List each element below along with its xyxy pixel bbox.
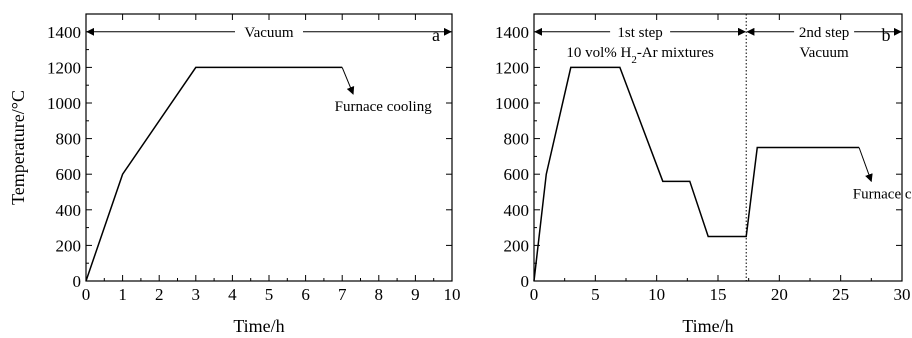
y-tick-label: 800 [504, 130, 530, 149]
y-tick-label: 600 [504, 165, 530, 184]
y-tick-label: 200 [56, 236, 82, 255]
x-tick-label: 0 [530, 285, 539, 304]
cooling-arrow [341, 67, 355, 95]
cooling-arrow [858, 147, 873, 183]
x-tick-label: 5 [591, 285, 600, 304]
y-tick-label: 800 [56, 130, 82, 149]
cooling-label: Furnace cooling [335, 99, 433, 115]
y-tick-label: 1200 [47, 58, 81, 77]
temperature-curve [85, 66, 343, 282]
y-axis-label: Temperature/°C [8, 90, 28, 205]
y-tick-label: 200 [504, 236, 530, 255]
range-label: 2nd step [799, 25, 849, 41]
y-tick-label: 1400 [495, 23, 529, 42]
x-tick-label: 2 [155, 285, 164, 304]
panel-letter: b [882, 25, 891, 45]
range-label: Vacuum [244, 25, 293, 41]
panel-letter: a [432, 25, 440, 45]
x-tick-label: 15 [710, 285, 727, 304]
x-tick-label: 0 [82, 285, 91, 304]
y-tick-label: 0 [73, 272, 82, 291]
range-label: 1st step [617, 25, 662, 41]
x-tick-label: 8 [375, 285, 384, 304]
range-sublabel-part: -Ar mixtures [637, 45, 714, 61]
x-tick-label: 30 [894, 285, 911, 304]
panel-b: 0 5 10 15 20 25 30 0 200 400 600 800 1000 1200 1400 Tim… [495, 13, 912, 336]
x-tick-label: 20 [771, 285, 788, 304]
y-tick-label: 600 [56, 165, 82, 184]
y-tick-label: 1200 [495, 58, 529, 77]
temperature-curve [533, 66, 860, 282]
x-tick-label: 1 [118, 285, 127, 304]
x-axis-label: Time/h [233, 316, 284, 336]
x-tick-label: 6 [301, 285, 310, 304]
y-tick-label: 400 [504, 201, 530, 220]
y-tick-label: 1000 [495, 94, 529, 113]
range-sublabel: Vacuum [800, 45, 849, 61]
x-tick-label: 7 [338, 285, 347, 304]
cooling-label: Furnace cooling [853, 186, 912, 202]
x-tick-label: 10 [648, 285, 665, 304]
x-axis-label: Time/h [682, 316, 733, 336]
subscript-text: 2 [631, 54, 637, 66]
panel-a: 0 1 2 3 4 5 6 7 8 9 10 0 200 400 600 800 1000 1200 1400 Tim… [8, 13, 461, 336]
x-tick-label: 4 [228, 285, 237, 304]
range-sublabel: 10 vol% H2-Ar mixtures [566, 45, 714, 66]
x-tick-label: 9 [411, 285, 420, 304]
x-tick-label: 3 [192, 285, 201, 304]
x-tick-label: 10 [444, 285, 461, 304]
x-tick-label: 25 [832, 285, 849, 304]
x-tick-label: 5 [265, 285, 274, 304]
range-sublabel-part: 10 vol% H [566, 45, 631, 61]
y-tick-label: 1400 [47, 23, 81, 42]
y-tick-label: 0 [521, 272, 530, 291]
y-tick-label: 1000 [47, 94, 81, 113]
y-tick-label: 400 [56, 201, 82, 220]
